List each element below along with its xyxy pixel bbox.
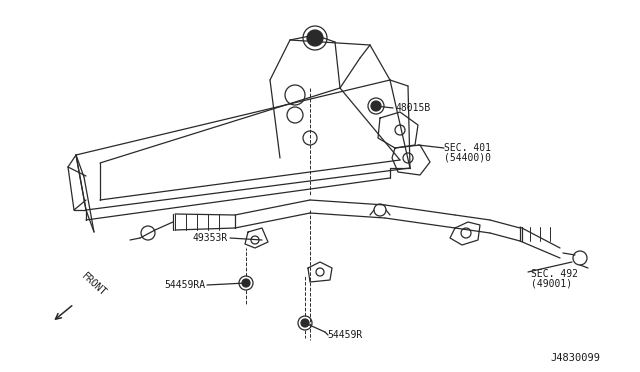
Text: J4830099: J4830099: [550, 353, 600, 363]
Text: 54459RA: 54459RA: [164, 280, 205, 290]
Text: SEC. 401: SEC. 401: [444, 143, 491, 153]
Text: 54459R: 54459R: [327, 330, 362, 340]
Circle shape: [307, 30, 323, 46]
Text: 48015B: 48015B: [395, 103, 430, 113]
Text: (54400)0: (54400)0: [444, 153, 491, 163]
Text: FRONT: FRONT: [80, 271, 109, 298]
Circle shape: [301, 319, 309, 327]
Text: (49001): (49001): [531, 279, 572, 289]
Circle shape: [242, 279, 250, 287]
Text: SEC. 492: SEC. 492: [531, 269, 578, 279]
Text: 49353R: 49353R: [193, 233, 228, 243]
Circle shape: [371, 101, 381, 111]
